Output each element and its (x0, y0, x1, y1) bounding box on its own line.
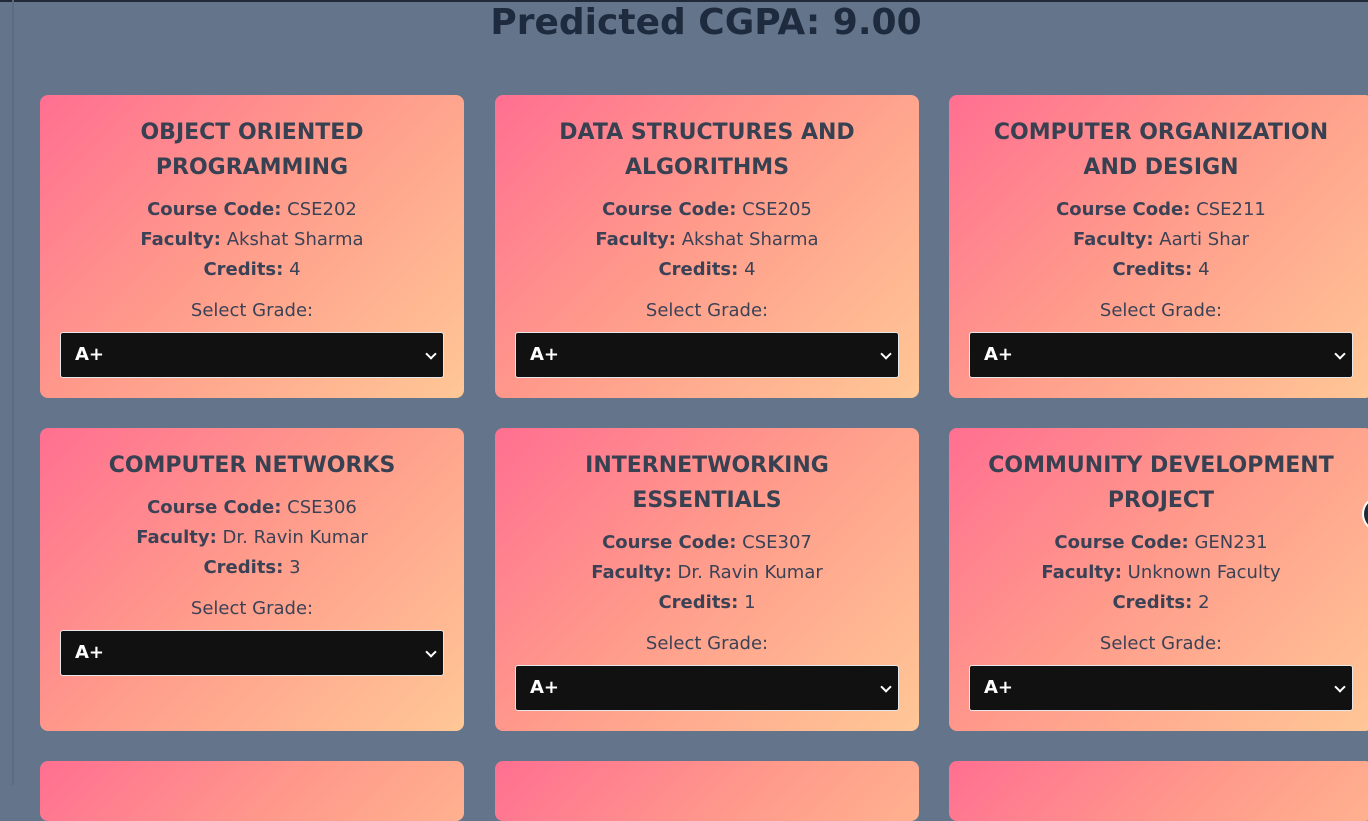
faculty-line: Faculty: Dr. Ravin Kumar (40, 523, 464, 553)
faculty-line: Faculty: Dr. Ravin Kumar (495, 558, 919, 588)
credits-label: Credits: (203, 557, 284, 578)
course-code-label: Course Code: (602, 532, 737, 553)
chevron-down-icon (880, 348, 892, 360)
left-edge-rule (12, 0, 14, 785)
grade-select[interactable]: A+ (60, 630, 444, 676)
credits-value: 4 (1198, 259, 1210, 280)
course-code-line: Course Code: CSE307 (495, 528, 919, 558)
course-code-line: Course Code: CSE205 (495, 195, 919, 225)
credits-line: Credits: 4 (949, 255, 1368, 285)
faculty-label: Faculty: (1072, 229, 1154, 250)
credits-value: 1 (744, 592, 756, 613)
credits-label: Credits: (1112, 259, 1193, 280)
credits-label: Credits: (203, 259, 284, 280)
course-title: COMPUTER NETWORKS (108, 453, 396, 478)
faculty-line: Faculty: Akshat Sharma (495, 225, 919, 255)
select-grade-label: Select Grade: (645, 633, 769, 654)
faculty-value: Akshat Sharma (226, 229, 364, 250)
grade-select[interactable]: A+ (515, 332, 899, 378)
select-grade-label: Select Grade: (1099, 300, 1223, 321)
credits-line: Credits: 4 (495, 255, 919, 285)
grade-select[interactable]: A+ (515, 665, 899, 711)
credits-line: Credits: 1 (495, 588, 919, 618)
course-code-label: Course Code: (1054, 532, 1189, 553)
course-title: COMPUTER ORGANIZATION AND DESIGN (993, 120, 1329, 180)
course-card-partial (40, 761, 464, 821)
faculty-label: Faculty: (595, 229, 676, 250)
credits-value: 4 (289, 259, 301, 280)
grade-select-value: A+ (530, 677, 560, 698)
course-code-line: Course Code: CSE211 (949, 195, 1368, 225)
select-grade-label: Select Grade: (190, 598, 314, 619)
faculty-label: Faculty: (591, 562, 672, 583)
credits-line: Credits: 4 (40, 255, 464, 285)
course-title: COMMUNITY DEVELOPMENT PROJECT (988, 453, 1334, 513)
course-code-line: Course Code: GEN231 (949, 528, 1368, 558)
faculty-value: Akshat Sharma (681, 229, 819, 250)
faculty-value: Dr. Ravin Kumar (222, 527, 368, 548)
faculty-value: Unknown Faculty (1127, 562, 1281, 583)
chevron-down-icon (425, 348, 437, 360)
select-grade-label: Select Grade: (645, 300, 769, 321)
grade-select-value: A+ (75, 642, 105, 663)
course-code-value: CSE307 (742, 532, 812, 553)
course-code-value: CSE306 (287, 497, 357, 518)
credits-value: 2 (1198, 592, 1210, 613)
course-card-partial (495, 761, 919, 821)
course-code-line: Course Code: CSE306 (40, 493, 464, 523)
course-card-partial (949, 761, 1368, 821)
course-code-label: Course Code: (602, 199, 737, 220)
course-code-label: Course Code: (147, 199, 282, 220)
course-title: OBJECT ORIENTED PROGRAMMING (140, 120, 364, 180)
faculty-label: Faculty: (1041, 562, 1122, 583)
credits-line: Credits: 3 (40, 553, 464, 583)
course-title: INTERNETWORKING ESSENTIALS (585, 453, 829, 513)
credits-label: Credits: (1112, 592, 1193, 613)
grade-select[interactable]: A+ (969, 332, 1353, 378)
course-title: DATA STRUCTURES AND ALGORITHMS (559, 120, 855, 180)
course-code-value: CSE211 (1196, 199, 1266, 220)
course-code-value: CSE205 (742, 199, 812, 220)
grade-select-value: A+ (530, 344, 560, 365)
credits-value: 3 (289, 557, 301, 578)
faculty-value: Dr. Ravin Kumar (677, 562, 823, 583)
course-code-value: GEN231 (1194, 532, 1268, 553)
course-code-label: Course Code: (147, 497, 282, 518)
faculty-line: Faculty: Akshat Sharma (40, 225, 464, 255)
course-card: COMPUTER NETWORKS Course Code: CSE306 Fa… (40, 428, 464, 731)
select-grade-label: Select Grade: (190, 300, 314, 321)
window-top-border (0, 0, 1368, 2)
faculty-line: Faculty: Aarti Shar (949, 225, 1368, 255)
grade-select[interactable]: A+ (60, 332, 444, 378)
select-grade-label: Select Grade: (1099, 633, 1223, 654)
grade-select-value: A+ (75, 344, 105, 365)
chevron-down-icon (425, 646, 437, 658)
course-card: COMPUTER ORGANIZATION AND DESIGN Course … (949, 95, 1368, 398)
course-card: INTERNETWORKING ESSENTIALS Course Code: … (495, 428, 919, 731)
faculty-label: Faculty: (140, 229, 221, 250)
course-card: OBJECT ORIENTED PROGRAMMING Course Code:… (40, 95, 464, 398)
course-card: DATA STRUCTURES AND ALGORITHMS Course Co… (495, 95, 919, 398)
grade-select-value: A+ (984, 344, 1014, 365)
grade-select[interactable]: A+ (969, 665, 1353, 711)
chevron-down-icon (880, 681, 892, 693)
course-code-label: Course Code: (1056, 199, 1191, 220)
faculty-label: Faculty: (136, 527, 217, 548)
chevron-down-icon (1334, 681, 1346, 693)
credits-label: Credits: (658, 259, 739, 280)
predicted-cgpa-title: Predicted CGPA: 9.00 (490, 2, 922, 43)
credits-value: 4 (744, 259, 756, 280)
course-code-line: Course Code: CSE202 (40, 195, 464, 225)
course-code-value: CSE202 (287, 199, 357, 220)
faculty-value: Aarti Shar (1159, 229, 1250, 250)
credits-line: Credits: 2 (949, 588, 1368, 618)
course-card: COMMUNITY DEVELOPMENT PROJECT Course Cod… (949, 428, 1368, 731)
faculty-line: Faculty: Unknown Faculty (949, 558, 1368, 588)
credits-label: Credits: (658, 592, 739, 613)
grade-select-value: A+ (984, 677, 1014, 698)
chevron-down-icon (1334, 348, 1346, 360)
